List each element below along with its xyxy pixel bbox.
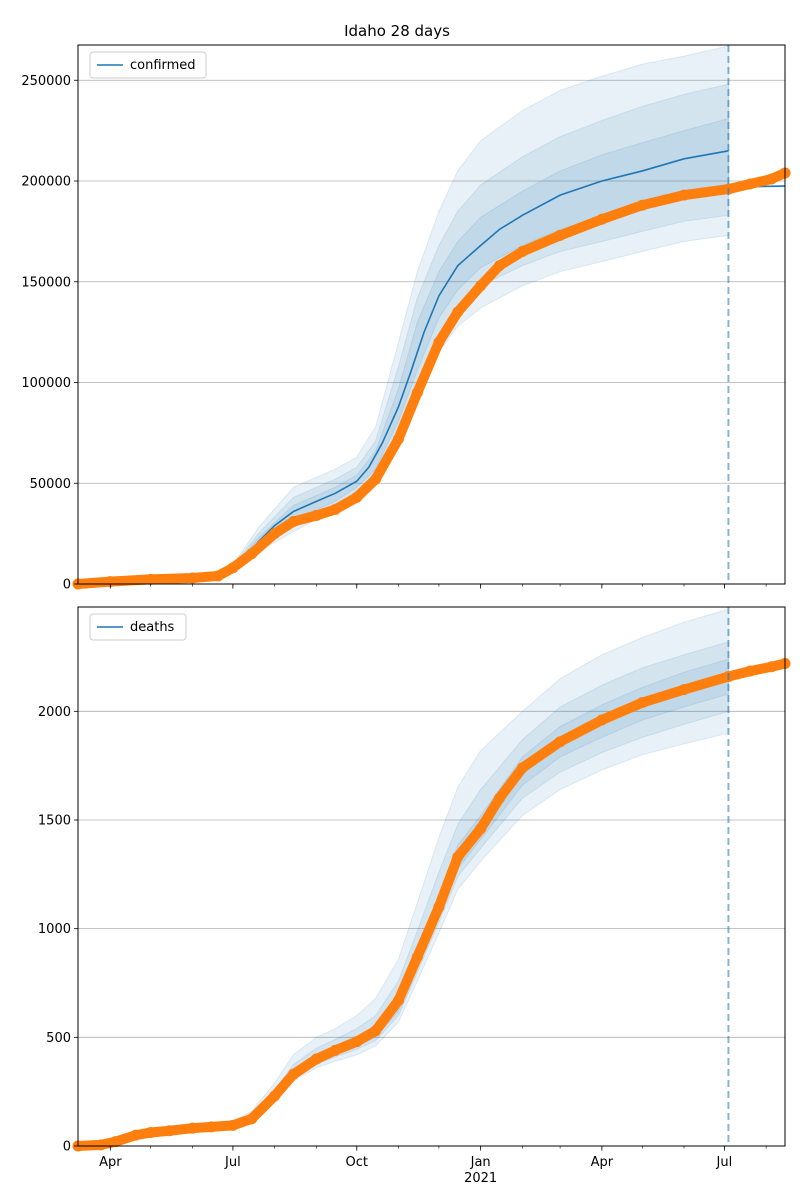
axes-frame <box>77 44 786 585</box>
observed-point <box>227 1119 239 1131</box>
observed-point <box>145 1127 157 1139</box>
observed-point <box>287 1068 299 1080</box>
y-tick-label: 500 <box>46 1031 71 1046</box>
axes-frame <box>77 606 786 1147</box>
observed-point <box>329 503 341 515</box>
observed-point <box>411 387 423 399</box>
x-tick-label: Apr <box>99 1155 122 1170</box>
observed-point <box>393 994 405 1006</box>
observed-point <box>351 491 363 503</box>
observed-point <box>269 1090 281 1102</box>
observed-point <box>744 178 756 190</box>
x-tick-label: Jul <box>224 1155 241 1170</box>
observed-point <box>246 548 258 560</box>
observed-point <box>452 851 464 863</box>
observed-point <box>475 823 487 835</box>
observed-point <box>516 762 528 774</box>
observed-point <box>636 697 648 709</box>
y-tick-label: 2000 <box>38 705 71 720</box>
observed-point <box>678 189 690 201</box>
legend-label: deaths <box>130 620 175 635</box>
y-tick-label: 200000 <box>21 175 71 190</box>
legend-box <box>89 613 187 641</box>
y-tick-label: 150000 <box>21 275 71 290</box>
observed-point <box>246 1113 258 1125</box>
x-tick-label: Oct <box>346 1155 368 1170</box>
observed-point <box>212 570 224 582</box>
observed-point <box>186 572 198 584</box>
y-tick-label: 0 <box>63 1140 71 1155</box>
observed-point <box>411 951 423 963</box>
observed-point <box>766 173 778 185</box>
x-tick-label: Jul <box>716 1155 733 1170</box>
observed-point <box>494 260 506 272</box>
observed-point <box>205 1121 217 1133</box>
observed-point <box>596 714 608 726</box>
observed-point <box>287 516 299 528</box>
observed-point <box>452 306 464 318</box>
y-tick-label: 1000 <box>38 922 71 937</box>
observed-point <box>393 433 405 445</box>
observed-point <box>269 528 281 540</box>
observed-point <box>95 1139 107 1151</box>
chart-title: Idaho 28 days <box>344 22 450 40</box>
y-tick-label: 100000 <box>21 376 71 391</box>
observed-point <box>310 1053 322 1065</box>
confirmed-panel: confirmed 0 50000 100000 150000 200000 250000 <box>21 44 791 593</box>
x-tick-label: Jan <box>470 1155 491 1170</box>
observed-point <box>351 1036 363 1048</box>
observed-point <box>310 509 322 521</box>
x-tick-label: Apr <box>591 1155 614 1170</box>
observed-point <box>227 562 239 574</box>
y-tick-label: 1500 <box>38 813 71 828</box>
observed-point <box>516 246 528 258</box>
legend-box <box>89 51 207 79</box>
observed-point <box>744 665 756 677</box>
observed-series <box>73 167 790 589</box>
observed-point <box>370 1025 382 1037</box>
observed-point <box>110 1136 122 1148</box>
observed-point <box>130 1129 142 1141</box>
x-tick-sublabel: 2021 <box>464 1171 497 1186</box>
observed-point <box>636 199 648 211</box>
observed-point <box>186 1122 198 1134</box>
observed-point <box>766 661 778 673</box>
observed-point <box>494 792 506 804</box>
observed-point <box>554 736 566 748</box>
observed-point <box>678 684 690 696</box>
observed-point <box>554 229 566 241</box>
observed-point <box>370 473 382 485</box>
observed-point <box>164 1125 176 1137</box>
observed-point <box>475 280 487 292</box>
observed-point <box>145 573 157 585</box>
observed-point <box>329 1044 341 1056</box>
observed-point <box>433 336 445 348</box>
y-tick-label: 0 <box>63 578 71 593</box>
y-tick-label: 50000 <box>30 477 71 492</box>
observed-point <box>596 213 608 225</box>
observed-point <box>433 901 445 913</box>
legend-label: confirmed <box>130 58 196 73</box>
y-tick-label: 250000 <box>21 74 71 89</box>
